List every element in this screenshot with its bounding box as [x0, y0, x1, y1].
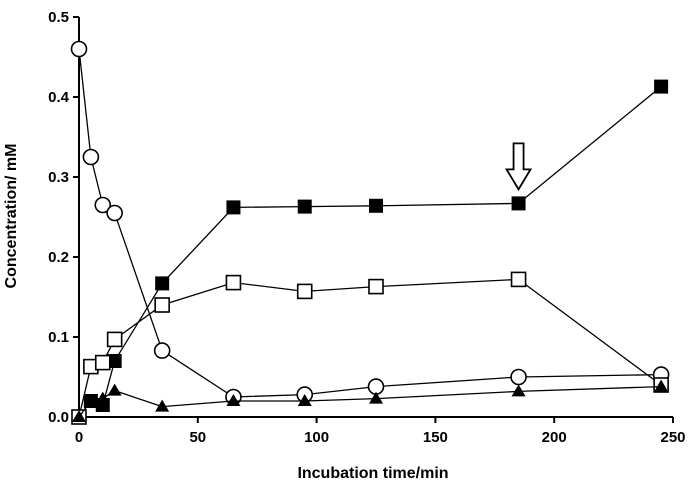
series-layer	[70, 40, 670, 425]
data-point-filled-square	[226, 200, 241, 215]
data-point-open-square	[296, 283, 313, 300]
annotation-layer	[504, 142, 533, 192]
y-tick-label: 0.3	[48, 169, 69, 186]
y-tick-label: 0.2	[48, 249, 69, 266]
series-line	[78, 86, 662, 418]
data-point-filled-triangle	[654, 379, 669, 392]
x-axis-title: Incubation time/min	[297, 465, 448, 482]
axes: 0.0 0.1 0.2 0.3 0.4 0.5 0 50 100 150 200 250	[48, 9, 685, 446]
data-point-open-square	[510, 271, 527, 288]
data-point-filled-triangle	[72, 410, 86, 422]
x-tick-label: 50	[189, 429, 206, 446]
data-point-open-circle	[70, 40, 88, 58]
data-point-filled-square	[654, 79, 669, 94]
data-point-open-square	[368, 278, 384, 295]
data-point-filled-square	[107, 354, 122, 368]
x-tick-label: 250	[660, 429, 685, 446]
x-tick-label: 100	[304, 429, 329, 446]
data-point-filled-square	[511, 196, 526, 211]
series-filled-square	[72, 79, 669, 424]
series-open-circle	[70, 40, 670, 406]
data-point-filled-square	[369, 198, 383, 213]
data-point-filled-triangle	[511, 384, 526, 397]
data-point-open-circle	[106, 204, 123, 222]
data-point-open-circle	[94, 196, 112, 214]
x-tick-label: 200	[542, 429, 567, 446]
data-point-filled-triangle	[83, 394, 98, 406]
series-line	[78, 385, 662, 418]
data-point-open-square	[106, 331, 123, 348]
data-point-filled-triangle	[297, 394, 312, 406]
y-tick-label: 0.1	[48, 329, 69, 346]
data-point-filled-triangle	[226, 394, 241, 406]
data-point-open-circle	[510, 368, 527, 386]
x-tick-label: 150	[423, 429, 448, 446]
data-point-filled-triangle	[107, 383, 122, 396]
data-point-filled-square	[297, 199, 312, 214]
down-arrow-icon	[504, 142, 533, 192]
series-filled-triangle	[72, 379, 669, 422]
data-point-filled-square	[155, 276, 170, 291]
y-tick-label: 0.0	[48, 409, 69, 426]
y-tick-label: 0.4	[48, 89, 70, 106]
data-point-filled-triangle	[155, 399, 170, 412]
data-point-open-square	[154, 297, 170, 313]
x-tick-label: 0	[75, 429, 83, 446]
data-point-open-circle	[82, 148, 100, 166]
data-point-filled-triangle	[95, 391, 110, 404]
y-tick-label: 0.5	[48, 9, 69, 26]
y-axis-title: Concentration/ mM	[3, 144, 20, 289]
series-line	[78, 48, 662, 398]
data-point-open-circle	[153, 342, 171, 359]
data-point-open-square	[225, 274, 242, 291]
data-point-open-square	[94, 354, 111, 371]
data-point-filled-triangle	[369, 391, 383, 404]
